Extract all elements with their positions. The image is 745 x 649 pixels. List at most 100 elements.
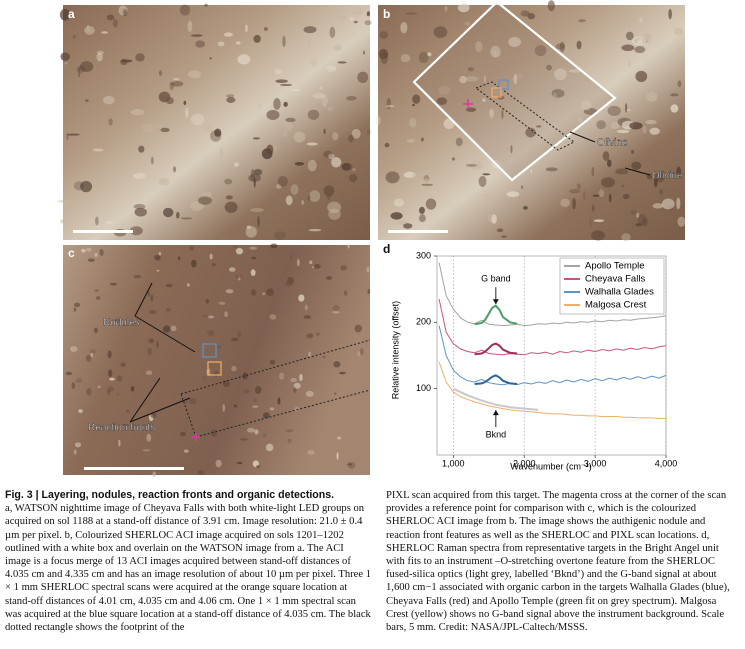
x-tick-label: 2,000 (513, 458, 536, 468)
texture (331, 157, 342, 168)
texture (366, 266, 370, 273)
texture (403, 171, 416, 179)
texture (676, 197, 681, 210)
legend-label: Cheyava Falls (585, 274, 645, 285)
texture (642, 217, 649, 227)
texture (309, 260, 313, 265)
texture (65, 371, 73, 376)
caption-text: a, WATSON nighttime image of Cheyava Fal… (5, 503, 372, 634)
fit-line (474, 342, 518, 356)
texture (66, 133, 80, 136)
texture (189, 245, 194, 251)
texture (348, 174, 358, 183)
texture (60, 52, 70, 61)
texture (150, 156, 154, 165)
texture (160, 127, 170, 133)
texture (250, 289, 257, 296)
texture (284, 281, 293, 287)
texture (625, 31, 634, 41)
texture (122, 172, 128, 178)
texture (81, 249, 86, 253)
texture (508, 37, 521, 48)
texture (89, 348, 96, 355)
texture (60, 219, 66, 224)
texture (147, 347, 153, 355)
texture (328, 153, 335, 160)
texture (307, 450, 315, 455)
texture (375, 115, 381, 126)
texture (71, 382, 76, 389)
texture (400, 54, 411, 63)
texture (233, 404, 237, 408)
arrow (134, 315, 196, 353)
texture (351, 6, 363, 15)
texture (237, 330, 242, 338)
texture (94, 327, 98, 334)
texture (66, 133, 69, 141)
texture (217, 345, 222, 349)
texture (214, 128, 222, 137)
texture (250, 207, 264, 212)
texture (90, 352, 94, 358)
texture (257, 216, 260, 228)
texture (307, 159, 317, 172)
texture (70, 346, 78, 352)
texture (308, 228, 322, 232)
texture (670, 93, 679, 97)
texture (251, 256, 257, 260)
texture (470, 160, 484, 170)
texture (335, 14, 347, 21)
texture (607, 105, 621, 116)
texture (276, 184, 282, 189)
texture (273, 231, 286, 240)
texture (230, 338, 233, 342)
texture (530, 169, 533, 174)
texture (237, 54, 251, 65)
annotation: Olivine (652, 171, 683, 182)
texture (650, 172, 653, 181)
texture (101, 31, 109, 34)
texture (421, 183, 434, 186)
texture (602, 151, 610, 161)
texture (422, 178, 431, 191)
texture (337, 436, 342, 440)
texture (125, 409, 130, 413)
texture (521, 185, 524, 190)
texture (325, 275, 333, 280)
texture (306, 333, 314, 339)
texture (204, 3, 208, 7)
texture (233, 162, 240, 167)
texture (252, 405, 259, 408)
texture (667, 61, 676, 64)
caption-title: Fig. 3 | Layering, nodules, reaction fro… (5, 489, 335, 501)
texture (572, 197, 576, 210)
texture (253, 34, 261, 43)
texture (390, 212, 403, 220)
texture (96, 296, 101, 300)
texture (668, 8, 672, 20)
texture (649, 127, 660, 135)
annotation: Reaction fronts (88, 423, 155, 434)
texture (274, 146, 277, 152)
fit-line (474, 374, 518, 385)
texture (215, 459, 222, 468)
texture (183, 100, 187, 106)
texture (347, 461, 356, 469)
texture (637, 214, 647, 226)
texture (283, 101, 288, 107)
texture (72, 35, 76, 39)
texture (226, 96, 236, 104)
texture (643, 6, 655, 16)
texture (677, 216, 686, 227)
texture (78, 67, 81, 78)
texture (165, 307, 171, 312)
texture (190, 259, 197, 268)
texture (303, 315, 312, 319)
texture (412, 104, 415, 107)
texture (170, 325, 177, 332)
texture (296, 258, 300, 267)
texture (117, 392, 120, 397)
texture (360, 347, 364, 355)
texture (621, 184, 624, 188)
texture (109, 282, 117, 286)
